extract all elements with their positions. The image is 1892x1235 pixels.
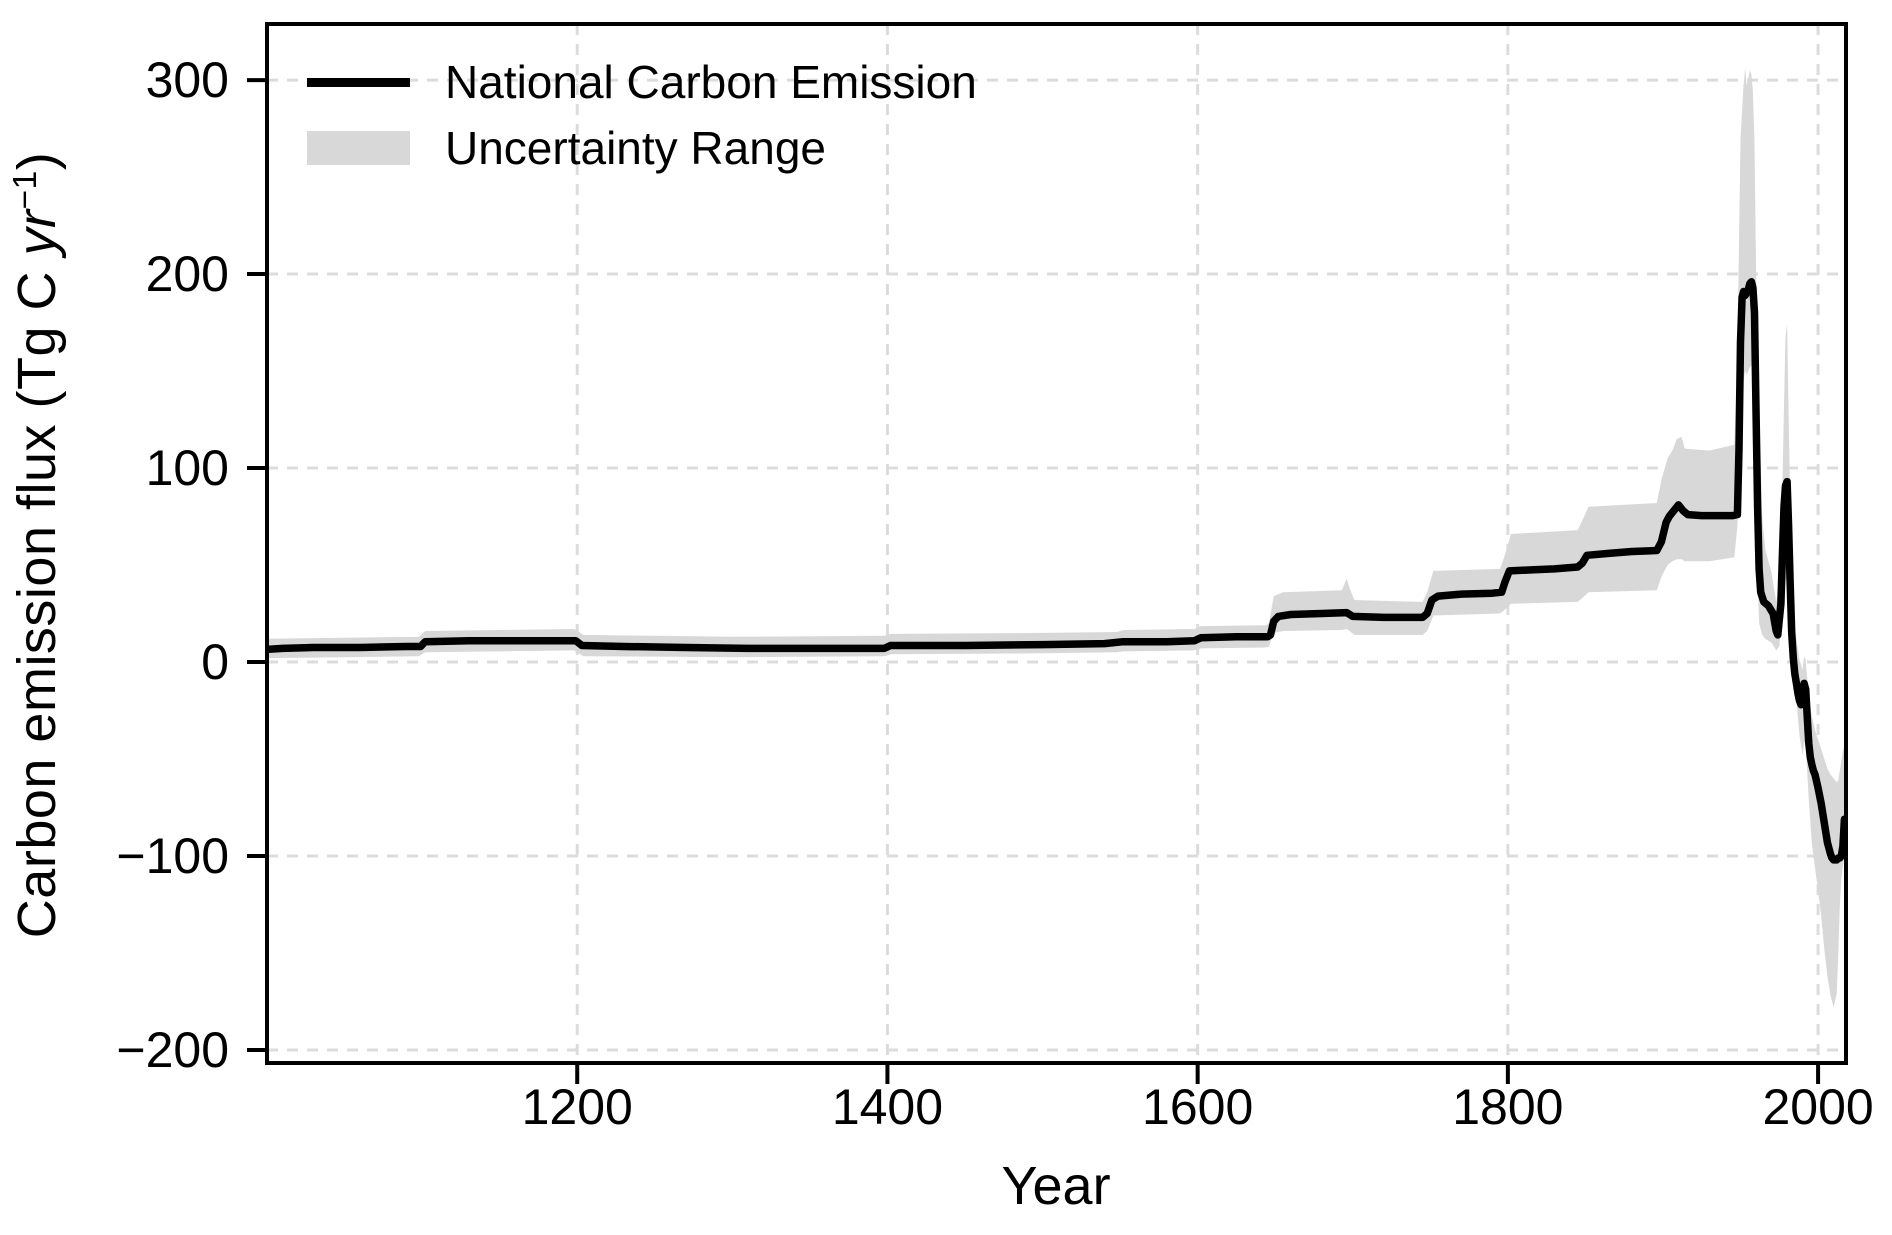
y-tick-label: 300 <box>146 52 229 108</box>
x-axis-label: Year <box>1001 1156 1111 1216</box>
legend-band-sample <box>307 131 410 165</box>
y-tick-label: 200 <box>146 246 229 302</box>
x-tick-label: 1600 <box>1142 1079 1253 1135</box>
legend-line-sample <box>307 77 410 87</box>
y-tick-label: −200 <box>116 1022 229 1078</box>
y-axis-label-close: ) <box>7 151 67 171</box>
y-axis-label: Carbon emission flux (Tg C yr−1) <box>6 152 68 938</box>
x-tick-label: 1800 <box>1452 1079 1563 1135</box>
x-tick-label: 1400 <box>832 1079 943 1135</box>
y-tick-label: 100 <box>146 440 229 496</box>
legend-item-emission: National Carbon Emission <box>307 49 977 115</box>
uncertainty-band <box>267 68 1845 1008</box>
legend-item-uncertainty: Uncertainty Range <box>307 115 977 181</box>
legend-item-label: Uncertainty Range <box>445 122 826 174</box>
y-axis-label-unit: yr <box>7 209 67 256</box>
x-tick-label: 1200 <box>522 1079 633 1135</box>
x-tick-label: 2000 <box>1762 1079 1873 1135</box>
legend-item-label: National Carbon Emission <box>445 56 977 108</box>
plot-frame <box>265 22 1848 1065</box>
emission-line <box>267 278 1846 864</box>
legend: National Carbon Emission Uncertainty Ran… <box>307 49 977 181</box>
y-axis-label-exponent: −1 <box>7 170 44 210</box>
y-axis-label-text: Carbon emission flux (Tg C <box>7 255 67 939</box>
y-tick-label: −100 <box>116 828 229 884</box>
y-tick-label: 0 <box>201 634 229 690</box>
